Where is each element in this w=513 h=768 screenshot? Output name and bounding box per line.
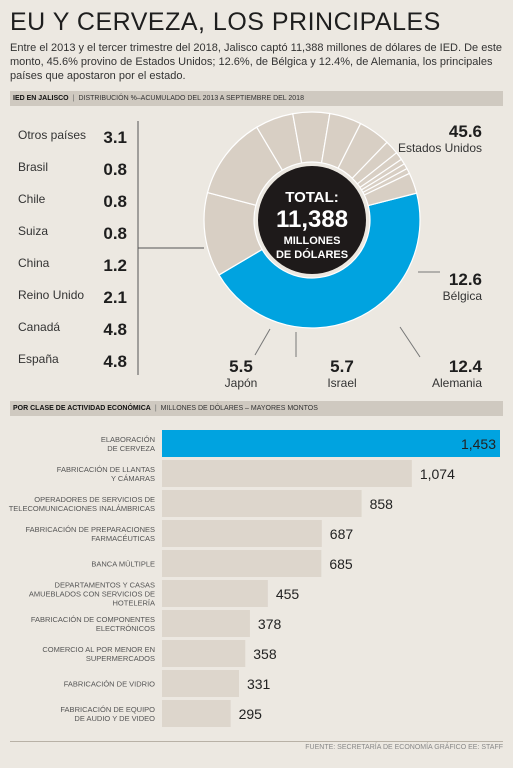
- donut-value-0: 45.6: [449, 122, 482, 141]
- bar-1: [162, 460, 412, 487]
- side-label-5: Reino Unido: [18, 288, 84, 302]
- section-header-ied: IED EN JALISCO | DISTRIBUCIÓN %–ACUMULADO …: [10, 91, 503, 106]
- side-label-7: España: [18, 352, 59, 366]
- donut-value-3: 5.7: [330, 357, 354, 376]
- leader-line-3: [254, 328, 271, 356]
- bar-label-5-1: AMUEBLADOS CON SERVICIOS DE: [29, 590, 155, 599]
- total-label: TOTAL:: [285, 189, 339, 206]
- side-label-3: Suiza: [18, 224, 48, 238]
- source-footer: FUENTE: SECRETARÍA DE ECONOMÍA GRÁFICO E…: [10, 741, 503, 751]
- bar-label-9-0: FABRICACIÓN DE EQUIPO: [60, 705, 155, 714]
- page-title: EU Y CERVEZA, LOS PRINCIPALES: [10, 8, 441, 36]
- bar-label-3-1: FARMACÉUTICAS: [91, 534, 155, 543]
- section-header-actividad-rest: MILLONES DE DÓLARES – MAYORES MONTOS: [160, 405, 318, 412]
- leader-line-1: [399, 326, 421, 358]
- bar-value-1: 1,074: [420, 466, 455, 482]
- bar-7: [162, 640, 246, 667]
- side-label-0: Otros países: [18, 128, 86, 142]
- section-header-actividad-bold: POR CLASE DE ACTIVIDAD ECONÓMICA: [13, 405, 151, 412]
- side-value-4: 1.2: [103, 256, 127, 275]
- total-value: 11,388: [276, 206, 348, 233]
- bar-label-0-1: DE CERVEZA: [107, 444, 155, 453]
- side-label-4: China: [18, 256, 50, 270]
- bar-label-4-0: BANCA MÚLTIPLE: [91, 560, 155, 569]
- bar-label-3-0: FABRICACIÓN DE PREPARACIONES: [26, 525, 155, 534]
- bar-value-8: 331: [247, 676, 271, 692]
- bar-label-5-0: DEPARTAMENTOS Y CASAS: [55, 581, 155, 590]
- side-label-2: Chile: [18, 192, 46, 206]
- bar-value-6: 378: [258, 616, 282, 632]
- bar-value-9: 295: [239, 706, 263, 722]
- bar-label-6-0: FABRICACIÓN DE COMPONENTES: [31, 615, 155, 624]
- bar-value-0: 1,453: [461, 436, 496, 452]
- donut-country-4: Japón: [225, 376, 258, 390]
- side-value-3: 0.8: [103, 224, 127, 243]
- donut-value-2: 12.4: [449, 357, 483, 376]
- bar-label-1-1: Y CÁMARAS: [111, 474, 155, 483]
- section-header-ied-bold: IED EN JALISCO: [13, 95, 69, 102]
- donut-value-1: 12.6: [449, 270, 482, 289]
- side-value-5: 2.1: [103, 288, 127, 307]
- bar-9: [162, 700, 231, 727]
- bar-6: [162, 610, 250, 637]
- bar-label-6-1: ELECTRÓNICOS: [96, 624, 155, 633]
- section-header-ied-rest: DISTRIBUCIÓN %–ACUMULADO DEL 2013 A SEPT…: [78, 95, 304, 102]
- donut-country-3: Israel: [327, 376, 356, 390]
- bar-value-5: 455: [276, 586, 300, 602]
- bar-label-8-0: FABRICACIÓN DE VIDRIO: [64, 680, 155, 689]
- bar-3: [162, 520, 322, 547]
- bar-4: [162, 550, 322, 577]
- side-label-6: Canadá: [18, 320, 60, 334]
- side-value-0: 3.1: [103, 128, 127, 147]
- bar-label-5-2: HOTELERÍA: [112, 599, 155, 608]
- side-value-6: 4.8: [103, 320, 127, 339]
- side-value-2: 0.8: [103, 192, 127, 211]
- bar-value-2: 858: [370, 496, 394, 512]
- side-value-7: 4.8: [103, 352, 127, 371]
- bar-label-0-0: ELABORACIÓN: [101, 435, 155, 444]
- bar-label-9-1: DE AUDIO Y DE VIDEO: [74, 714, 155, 723]
- bar-5: [162, 580, 268, 607]
- bar-8: [162, 670, 239, 697]
- total-unit-2: DE DÓLARES: [276, 248, 348, 261]
- bar-label-7-1: SUPERMERCADOS: [86, 654, 155, 663]
- donut-slice-otros-países: [363, 172, 418, 207]
- bar-2: [162, 490, 362, 517]
- donut-country-0: Estados Unidos: [398, 141, 482, 155]
- section-header-actividad: POR CLASE DE ACTIVIDAD ECONÓMICA | MILLONE…: [10, 401, 503, 416]
- bar-label-2-1: TELECOMUNICACIONES INALÁMBRICAS: [9, 504, 155, 513]
- donut-value-4: 5.5: [229, 357, 253, 376]
- bar-0: [162, 430, 500, 457]
- bar-label-7-0: COMERCIO AL POR MENOR EN: [42, 645, 155, 654]
- intro-text: Entre el 2013 y el tercer trimestre del …: [10, 42, 503, 82]
- donut-country-2: Alemania: [432, 376, 482, 390]
- total-unit-1: MILLONES: [284, 235, 341, 247]
- bar-value-7: 358: [253, 646, 277, 662]
- donut-slice-estados-unidos: [218, 192, 421, 329]
- side-value-1: 0.8: [103, 160, 127, 179]
- bar-value-3: 687: [330, 526, 354, 542]
- side-label-1: Brasil: [18, 160, 48, 174]
- bar-label-1-0: FABRICACIÓN DE LLANTAS: [57, 465, 155, 474]
- donut-country-1: Bélgica: [443, 289, 483, 303]
- bar-label-2-0: OPERADORES DE SERVICIOS DE: [34, 495, 155, 504]
- bar-value-4: 685: [329, 556, 353, 572]
- donut-center: [258, 166, 366, 274]
